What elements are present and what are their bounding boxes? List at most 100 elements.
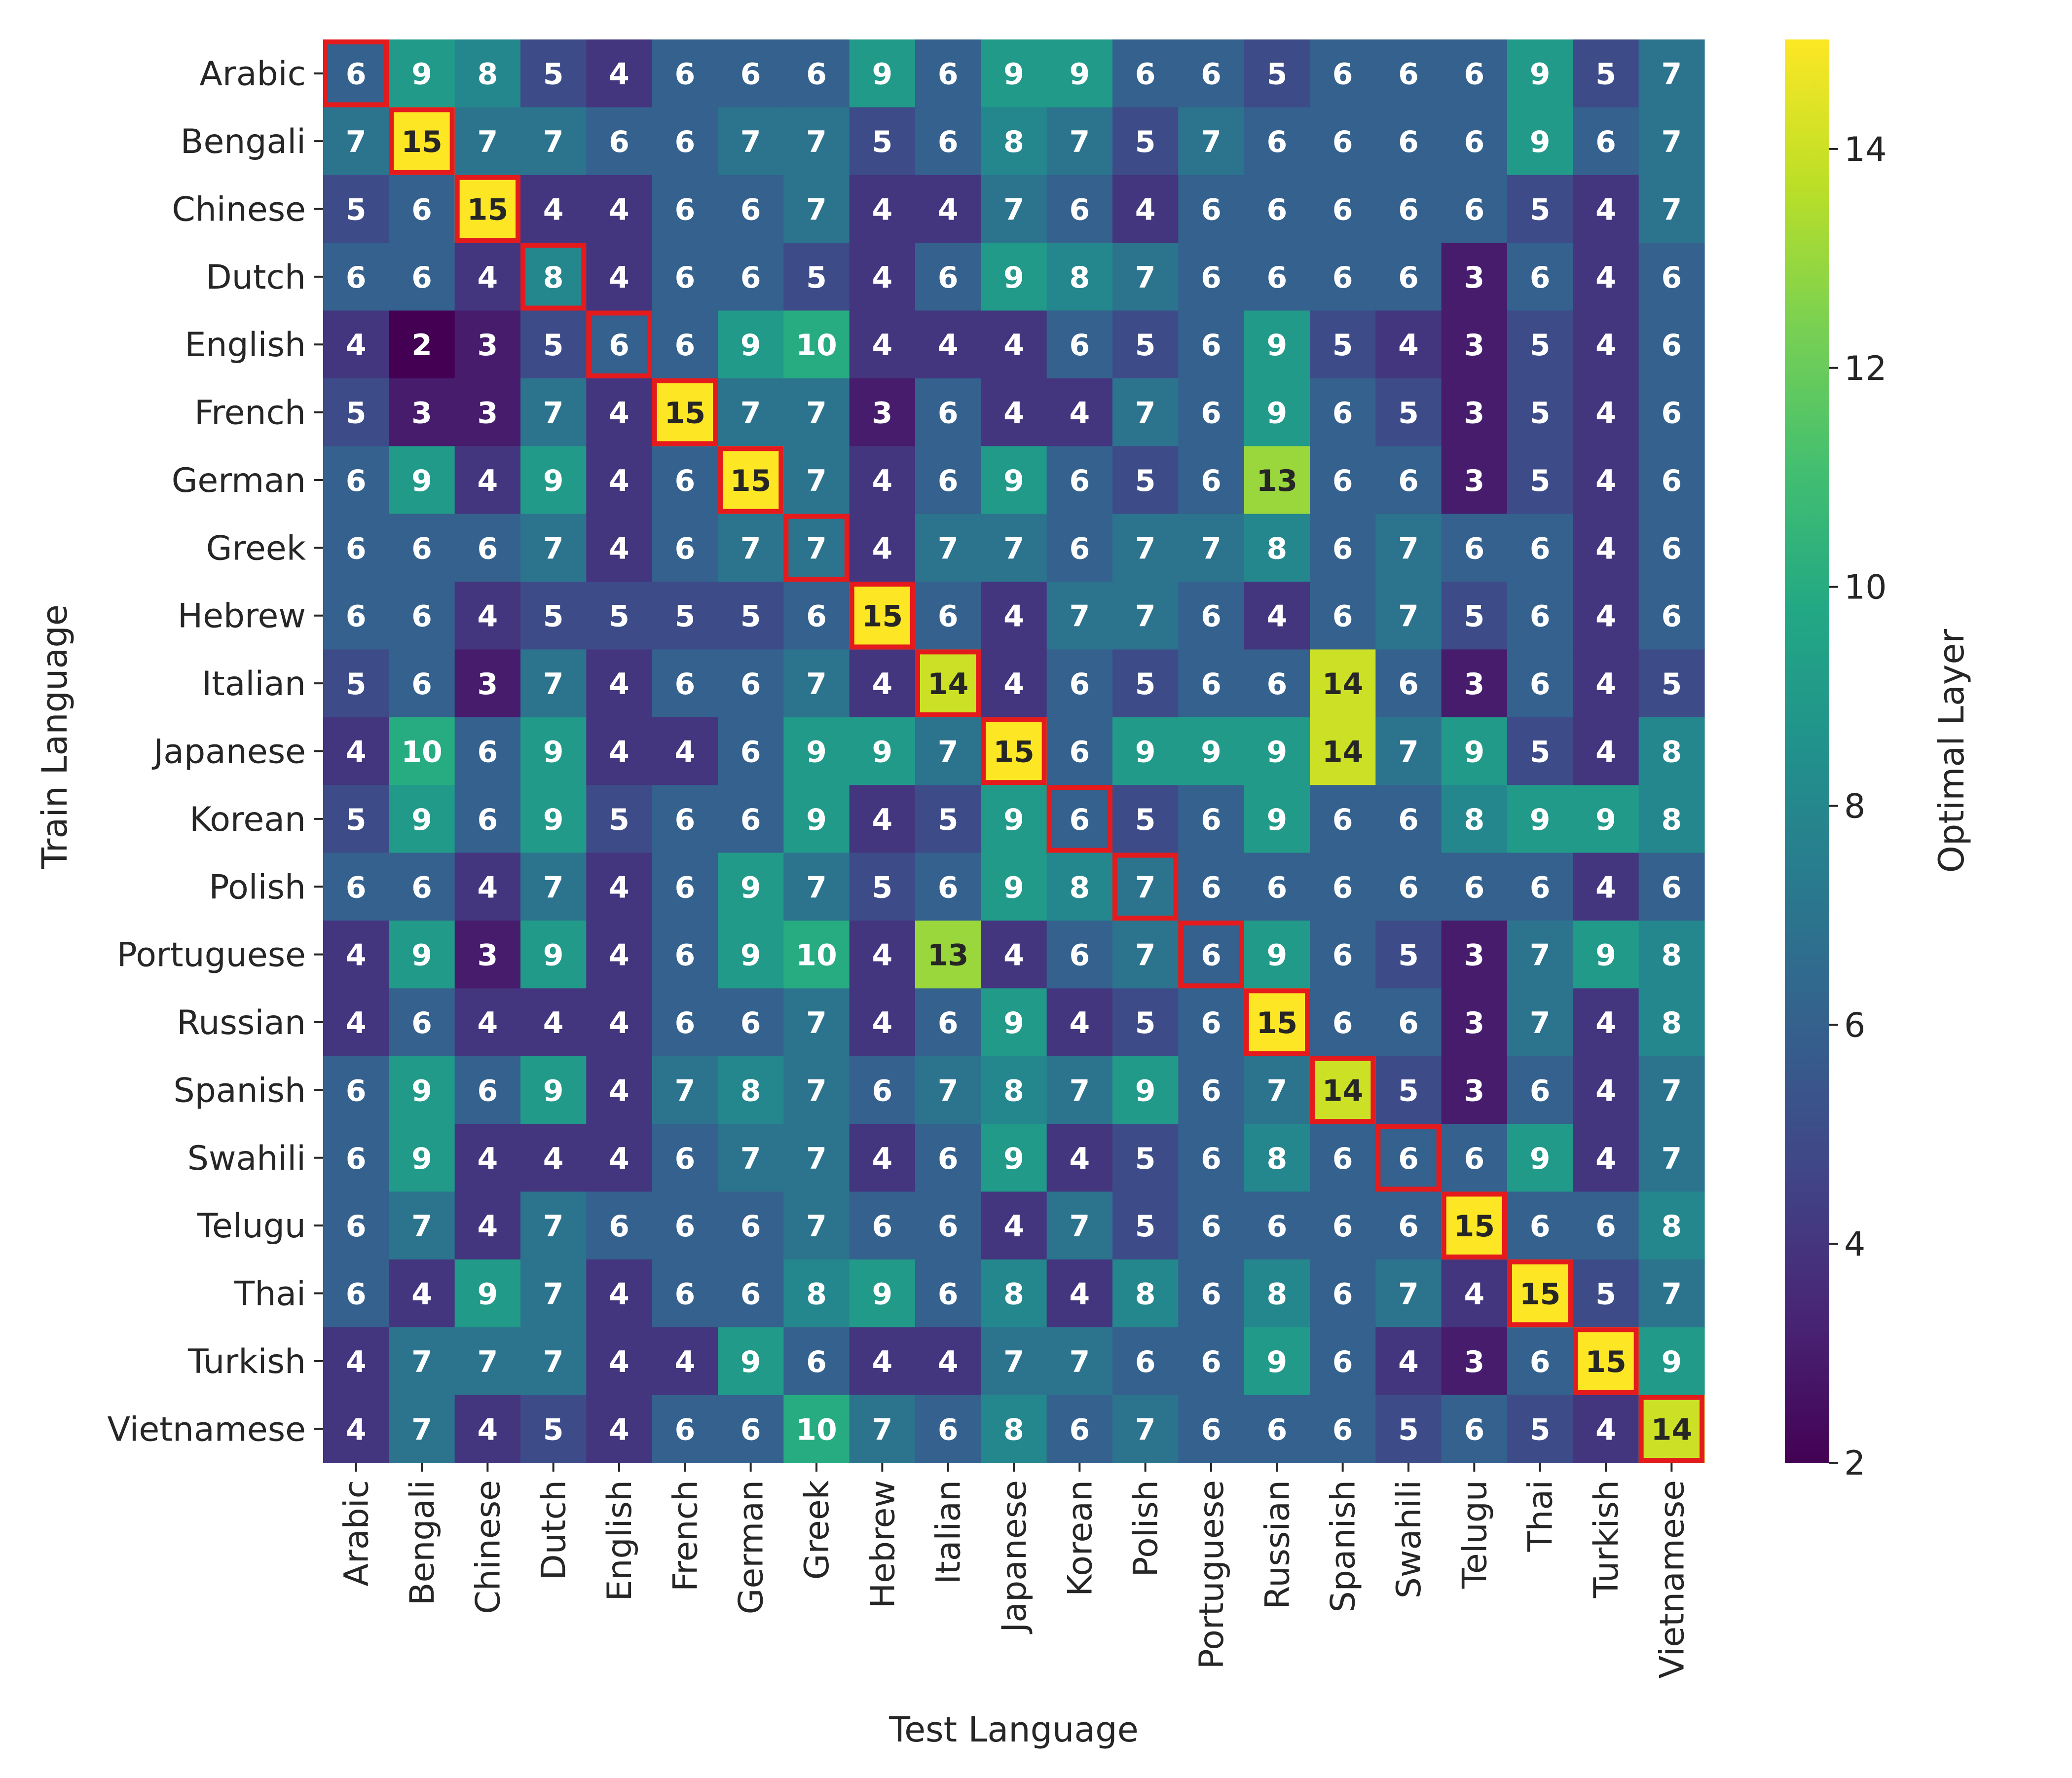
cell-value-label: 6 bbox=[674, 531, 695, 566]
cell-value-label: 6 bbox=[740, 1277, 761, 1312]
cell-value-label: 7 bbox=[1201, 125, 1221, 159]
cell-value-label: 6 bbox=[477, 735, 498, 770]
cell-italian-french bbox=[652, 649, 718, 718]
cell-turkish-arabic bbox=[323, 1327, 389, 1396]
cell-value-label: 4 bbox=[609, 1345, 629, 1379]
cell-japanese-spanish bbox=[1310, 717, 1376, 785]
cell-value-label: 15 bbox=[665, 396, 706, 431]
cell-arabic-vietnamese bbox=[1638, 39, 1705, 108]
cell-telugu-russian bbox=[1244, 1191, 1310, 1260]
cell-value-label: 6 bbox=[609, 125, 629, 159]
cell-bengali-swahili bbox=[1375, 107, 1442, 176]
cell-value-label: 9 bbox=[872, 1277, 892, 1312]
cell-chinese-dutch bbox=[520, 175, 587, 243]
cell-value-label: 3 bbox=[1464, 1345, 1484, 1379]
cell-hebrew-dutch bbox=[520, 582, 587, 650]
cell-value-label: 5 bbox=[543, 328, 564, 363]
cell-chinese-japanese bbox=[981, 175, 1047, 243]
cell-value-label: 6 bbox=[1266, 1412, 1287, 1447]
cell-english-turkish bbox=[1573, 310, 1639, 379]
cell-value-label: 8 bbox=[1661, 735, 1682, 770]
cell-value-label: 6 bbox=[1266, 667, 1287, 702]
cell-japanese-german bbox=[718, 717, 784, 785]
cell-value-label: 8 bbox=[1266, 1277, 1287, 1312]
cell-value-label: 9 bbox=[1135, 735, 1156, 770]
cell-dutch-german bbox=[718, 243, 784, 311]
cell-value-label: 6 bbox=[938, 870, 959, 905]
cell-dutch-portuguese bbox=[1178, 243, 1245, 311]
cell-value-label: 8 bbox=[1661, 1006, 1682, 1040]
cell-value-label: 6 bbox=[1332, 531, 1353, 566]
cell-value-label: 4 bbox=[609, 396, 629, 431]
cell-russian-polish bbox=[1112, 988, 1179, 1057]
cell-value-label: 6 bbox=[346, 531, 367, 566]
cell-value-label: 4 bbox=[609, 57, 629, 92]
cell-chinese-russian bbox=[1244, 175, 1310, 243]
cell-value-label: 7 bbox=[740, 531, 761, 566]
x-tick-label: Russian bbox=[1258, 1480, 1297, 1609]
cell-value-label: 4 bbox=[609, 1074, 629, 1108]
cell-value-label: 8 bbox=[1069, 870, 1090, 905]
cell-value-label: 9 bbox=[740, 870, 761, 905]
cell-value-label: 5 bbox=[1530, 192, 1551, 227]
cell-vietnamese-arabic bbox=[323, 1395, 389, 1463]
cell-value-label: 4 bbox=[609, 464, 629, 498]
cell-vietnamese-telugu bbox=[1441, 1395, 1508, 1463]
cell-value-label: 4 bbox=[477, 1006, 498, 1040]
cell-value-label: 6 bbox=[938, 396, 959, 431]
cell-value-label: 6 bbox=[346, 1277, 367, 1312]
cell-swahili-russian bbox=[1244, 1124, 1310, 1192]
cell-value-label: 9 bbox=[543, 464, 564, 498]
cell-vietnamese-bengali bbox=[389, 1395, 455, 1463]
cell-hebrew-bengali bbox=[389, 582, 455, 650]
cell-value-label: 3 bbox=[1464, 260, 1484, 295]
cell-value-label: 4 bbox=[1595, 396, 1616, 431]
cell-value-label: 6 bbox=[1530, 1209, 1551, 1244]
cell-value-label: 4 bbox=[1003, 599, 1024, 634]
diagonal-highlight-box bbox=[1375, 1124, 1442, 1192]
cell-portuguese-bengali bbox=[389, 920, 455, 989]
cell-japanese-turkish bbox=[1573, 717, 1639, 785]
cell-greek-arabic bbox=[323, 514, 389, 582]
cell-value-label: 6 bbox=[674, 1412, 695, 1447]
cell-value-label: 6 bbox=[1530, 531, 1551, 566]
cell-value-label: 6 bbox=[1661, 260, 1682, 295]
cell-thai-portuguese bbox=[1178, 1259, 1245, 1328]
cell-swahili-korean bbox=[1046, 1124, 1113, 1192]
cell-vietnamese-polish bbox=[1112, 1395, 1179, 1463]
cell-dutch-hebrew bbox=[849, 243, 916, 311]
cell-telugu-arabic bbox=[323, 1191, 389, 1260]
cell-value-label: 4 bbox=[609, 667, 629, 702]
cell-korean-japanese bbox=[981, 785, 1047, 853]
y-tick-labels: Arabic Bengali Chinese Dutch English French Ge… bbox=[107, 55, 323, 1449]
cell-vietnamese-portuguese bbox=[1178, 1395, 1245, 1463]
cell-turkish-english bbox=[586, 1327, 653, 1396]
cell-chinese-telugu bbox=[1441, 175, 1508, 243]
cell-bengali-vietnamese bbox=[1638, 107, 1705, 176]
cell-value-label: 8 bbox=[1135, 1277, 1156, 1312]
cell-value-label: 7 bbox=[477, 125, 498, 159]
cell-telugu-japanese bbox=[981, 1191, 1047, 1260]
cell-value-label: 4 bbox=[1069, 1006, 1090, 1040]
cell-value-label: 4 bbox=[872, 1006, 892, 1040]
cell-italian-italian bbox=[915, 649, 981, 718]
cell-japanese-telugu bbox=[1441, 717, 1508, 785]
cell-value-label: 4 bbox=[609, 938, 629, 973]
cell-value-label: 2 bbox=[411, 328, 432, 363]
cell-portuguese-swahili bbox=[1375, 920, 1442, 989]
cell-german-dutch bbox=[520, 446, 587, 515]
cell-korean-hebrew bbox=[849, 785, 916, 853]
cell-swahili-bengali bbox=[389, 1124, 455, 1192]
cell-japanese-arabic bbox=[323, 717, 389, 785]
cell-value-label: 4 bbox=[1595, 735, 1616, 770]
cell-french-dutch bbox=[520, 378, 587, 446]
cell-value-label: 7 bbox=[543, 531, 564, 566]
cell-value-label: 6 bbox=[740, 192, 761, 227]
cell-turkish-vietnamese bbox=[1638, 1327, 1705, 1396]
cell-value-label: 8 bbox=[1661, 938, 1682, 973]
cell-bengali-japanese bbox=[981, 107, 1047, 176]
cell-value-label: 5 bbox=[938, 803, 959, 837]
cell-value-label: 6 bbox=[1332, 396, 1353, 431]
cell-telugu-english bbox=[586, 1191, 653, 1260]
cell-english-hebrew bbox=[849, 310, 916, 379]
